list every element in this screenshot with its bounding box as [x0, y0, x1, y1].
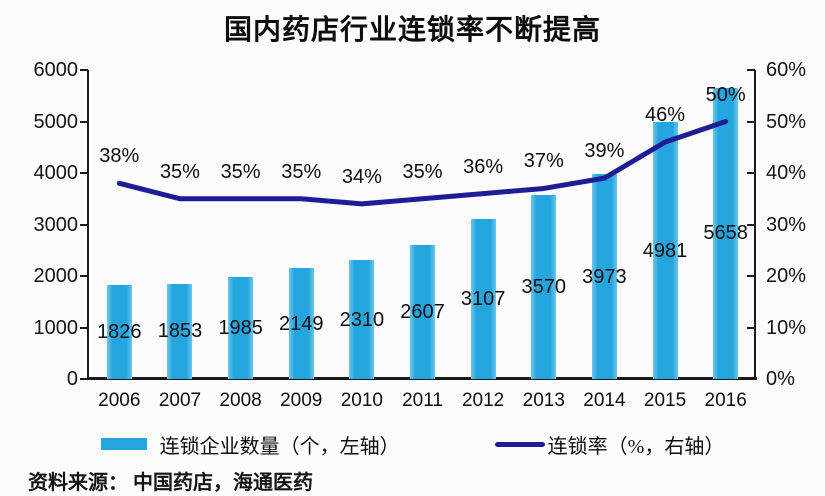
bar — [470, 218, 496, 379]
bar-value-label: 2310 — [339, 308, 385, 331]
bar — [167, 283, 193, 379]
x-axis-label: 2016 — [704, 390, 747, 411]
line-point-label: 34% — [341, 165, 382, 188]
right-axis-tick-mark — [747, 223, 755, 226]
line-point-label: 35% — [159, 160, 200, 183]
x-axis-label: 2011 — [402, 390, 443, 411]
left-axis-tick-label: 4000 — [33, 162, 79, 184]
left-axis-tick-mark — [80, 275, 88, 277]
x-axis-label: 2010 — [340, 390, 383, 411]
right-axis-tick-label: 0% — [766, 368, 795, 390]
right-axis-tick-mark — [747, 172, 755, 174]
bar — [531, 195, 557, 379]
x-axis-label: 2009 — [280, 390, 323, 411]
chart-legend: 连锁企业数量（个，左轴） 连锁率（%，右轴） — [0, 429, 825, 459]
line-point-label: 46% — [645, 104, 686, 127]
right-axis-tick-mark — [747, 275, 755, 277]
legend-label-line: 连锁率（%，右轴） — [547, 435, 725, 458]
left-axis-tick-mark — [80, 326, 88, 329]
x-axis-label: 2007 — [158, 390, 202, 411]
x-axis-label: 2012 — [461, 390, 505, 411]
line-series-swatch — [494, 441, 545, 447]
bar-value-label: 5658 — [703, 222, 748, 245]
left-axis-tick-label: 2000 — [33, 265, 79, 287]
bar — [106, 284, 132, 379]
left-axis-tick-mark — [80, 223, 88, 226]
bar-value-label: 3107 — [460, 287, 506, 310]
bar — [410, 244, 435, 379]
right-axis-tick-label: 30% — [766, 213, 807, 236]
bar — [591, 174, 617, 379]
line-point-label: 39% — [584, 140, 625, 163]
left-y-axis-line — [87, 70, 89, 380]
line-point-label: 35% — [220, 160, 261, 183]
right-axis-tick-label: 20% — [766, 265, 807, 287]
right-axis-tick-label: 40% — [766, 162, 807, 184]
x-axis-label: 2013 — [522, 390, 565, 411]
right-axis-tick-mark — [747, 326, 755, 329]
bar — [228, 276, 254, 379]
bar-value-label: 3973 — [582, 265, 627, 288]
x-axis-label: 2006 — [98, 390, 141, 411]
bar-value-label: 2149 — [278, 312, 324, 335]
line-point-label: 38% — [99, 145, 140, 168]
line-point-label: 50% — [705, 83, 746, 106]
bar-value-label: 1985 — [218, 316, 263, 339]
right-axis-tick-mark — [747, 378, 755, 380]
right-axis-tick-label: 10% — [766, 316, 807, 339]
left-axis-tick-label: 0 — [66, 368, 78, 390]
x-axis-label: 2008 — [219, 390, 262, 411]
legend-entry-line: 连锁率（%，右轴） — [494, 430, 725, 459]
right-axis-tick-mark — [747, 69, 755, 71]
legend-entry-bars: 连锁企业数量（个，左轴） — [100, 430, 400, 459]
line-point-label: 35% — [281, 160, 322, 183]
bar — [288, 268, 314, 379]
right-axis-tick-label: 50% — [766, 110, 807, 133]
source-note: 资料来源： 中国药店，海通医药 — [28, 472, 313, 494]
x-axis-label: 2015 — [643, 390, 687, 411]
line-point-label: 37% — [523, 150, 564, 173]
bar-value-label: 2607 — [400, 300, 445, 323]
left-axis-tick-mark — [80, 172, 88, 174]
right-axis-tick-mark — [747, 120, 755, 123]
line-point-label: 36% — [463, 155, 504, 178]
bar-value-label: 1853 — [157, 320, 203, 343]
left-axis-tick-label: 6000 — [33, 59, 79, 81]
bar-value-label: 3570 — [521, 276, 567, 299]
bar — [349, 260, 375, 379]
bar-value-label: 1826 — [97, 320, 142, 343]
bar-value-label: 4981 — [642, 239, 688, 262]
left-axis-tick-mark — [80, 378, 88, 380]
right-y-axis-line — [754, 70, 756, 380]
left-axis-tick-mark — [80, 120, 88, 123]
line-point-label: 35% — [402, 160, 443, 183]
right-axis-tick-label: 60% — [766, 59, 807, 81]
x-axis-label: 2014 — [583, 390, 626, 411]
left-axis-tick-label: 5000 — [33, 110, 79, 133]
bar-series-swatch — [100, 438, 147, 450]
chart-title: 国内药店行业连锁率不断提高 — [223, 15, 601, 46]
left-axis-tick-label: 1000 — [33, 316, 79, 339]
legend-label-bars: 连锁企业数量（个，左轴） — [159, 435, 400, 458]
left-axis-tick-label: 3000 — [33, 213, 79, 236]
left-axis-tick-mark — [80, 69, 88, 71]
